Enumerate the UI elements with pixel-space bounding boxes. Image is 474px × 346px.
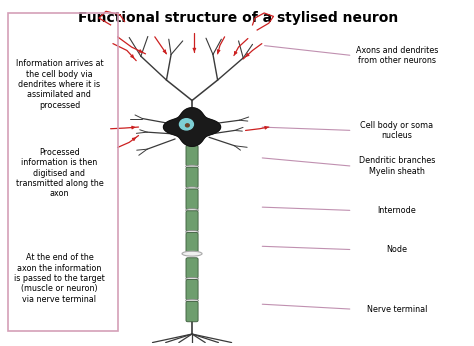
- Ellipse shape: [182, 251, 202, 256]
- Text: Nerve terminal: Nerve terminal: [366, 305, 427, 314]
- FancyBboxPatch shape: [186, 145, 198, 166]
- Ellipse shape: [185, 124, 189, 127]
- Ellipse shape: [185, 209, 199, 211]
- FancyBboxPatch shape: [186, 233, 198, 253]
- FancyBboxPatch shape: [186, 301, 198, 322]
- Text: Processed
information is then
digitised and
transmitted along the
axon: Processed information is then digitised …: [16, 148, 103, 198]
- FancyBboxPatch shape: [186, 189, 198, 209]
- Text: Cell body or soma
nucleus: Cell body or soma nucleus: [360, 121, 433, 140]
- FancyBboxPatch shape: [186, 280, 198, 300]
- Ellipse shape: [185, 277, 199, 280]
- Polygon shape: [164, 108, 220, 146]
- Ellipse shape: [185, 165, 199, 168]
- FancyBboxPatch shape: [186, 258, 198, 278]
- Text: Internode: Internode: [377, 206, 416, 215]
- Text: Dendritic branches
Myelin sheath: Dendritic branches Myelin sheath: [359, 156, 435, 176]
- Ellipse shape: [185, 299, 199, 302]
- Text: Functional structure of a stylised neuron: Functional structure of a stylised neuro…: [78, 11, 399, 25]
- Ellipse shape: [185, 187, 199, 190]
- Text: Axons and dendrites
from other neurons: Axons and dendrites from other neurons: [356, 46, 438, 65]
- FancyBboxPatch shape: [186, 211, 198, 231]
- FancyBboxPatch shape: [186, 167, 198, 188]
- Text: Information arrives at
the cell body via
dendrites where it is
assimilated and
p: Information arrives at the cell body via…: [16, 59, 103, 110]
- Text: At the end of the
axon the information
is passed to the target
(muscle or neuron: At the end of the axon the information i…: [14, 253, 105, 304]
- Ellipse shape: [180, 119, 193, 130]
- Text: Node: Node: [386, 245, 407, 254]
- Ellipse shape: [185, 252, 199, 255]
- Ellipse shape: [185, 230, 199, 233]
